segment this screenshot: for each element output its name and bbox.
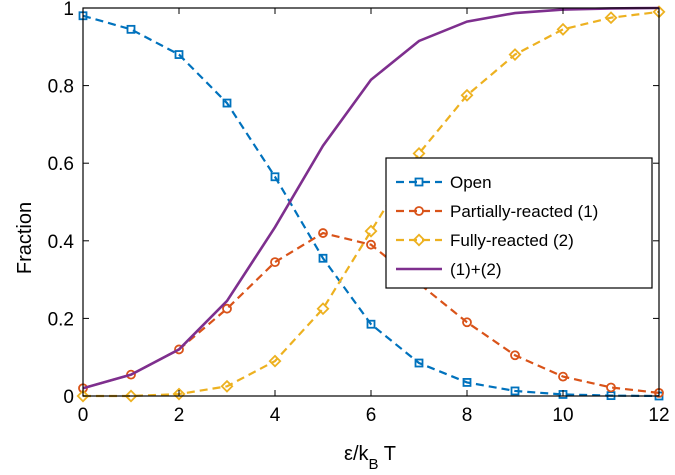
axes-layer: 0 2 4 6 8 10 12 0 0.2 0.4 0.6 0.8 1 [48,0,670,426]
legend-marker-1 [414,177,424,187]
x-axis-label: ε/kB T [344,443,396,470]
data-point-1-9 [462,378,472,387]
legend-box [385,157,653,289]
data-point-3-3 [172,387,186,401]
data-point-2-7 [366,239,376,250]
x-tick-label: 10 [552,405,573,426]
legend-marker-2 [414,206,424,216]
legend-label-4: (1)+(2) [450,260,501,279]
data-point-2-3 [174,344,184,355]
data-point-3-4 [220,379,234,393]
data-point-1-6 [318,253,328,263]
data-point-3-6 [316,302,330,316]
data-point-3-12 [604,11,618,25]
data-point-1-4 [222,98,232,108]
x-tick-label: 12 [648,405,669,426]
y-tick-label: 1 [63,0,74,20]
data-point-1-7 [366,319,376,329]
y-tick-label: 0.8 [48,77,74,98]
y-tick-label: 0.2 [48,309,74,330]
data-point-3-5 [268,354,282,368]
data-point-2-12 [606,382,616,393]
data-point-2-5 [270,257,280,268]
data-point-3-9 [460,88,474,102]
data-point-2-4 [222,303,232,314]
data-point-3-1 [76,389,90,403]
data-point-2-10 [510,350,520,361]
data-point-3-2 [124,389,138,403]
y-tick-label: 0.6 [48,154,74,175]
x-tick-label: 6 [366,405,377,426]
legend-label-2: Partially-reacted (1) [450,202,598,221]
data-point-2-9 [462,317,472,328]
data-point-1-3 [174,50,184,59]
data-point-3-7 [364,224,378,238]
x-tick-label: 2 [174,405,185,426]
data-point-1-10 [510,386,520,396]
data-point-2-6 [318,228,328,238]
legend-label-3: Fully-reacted (2) [450,231,574,250]
y-tick-label: 0.4 [48,232,75,253]
x-tick-label: 0 [78,405,89,426]
y-axis-label: Fraction [14,202,36,274]
x-tick-label: 4 [270,405,281,426]
data-point-1-5 [270,172,280,182]
legend: Open Partially-reacted (1) Fully-reacted (… [385,157,653,289]
x-tick-label: 8 [462,405,473,426]
data-point-3-11 [556,22,570,36]
y-tick-label: 0 [63,387,74,408]
data-point-3-10 [508,48,522,62]
series-line-1 [82,14,660,398]
data-point-2-11 [558,371,568,382]
legend-marker-3 [412,233,426,247]
data-point-1-2 [126,24,136,34]
legend-label-1: Open [450,173,492,192]
data-point-1-8 [414,358,424,368]
